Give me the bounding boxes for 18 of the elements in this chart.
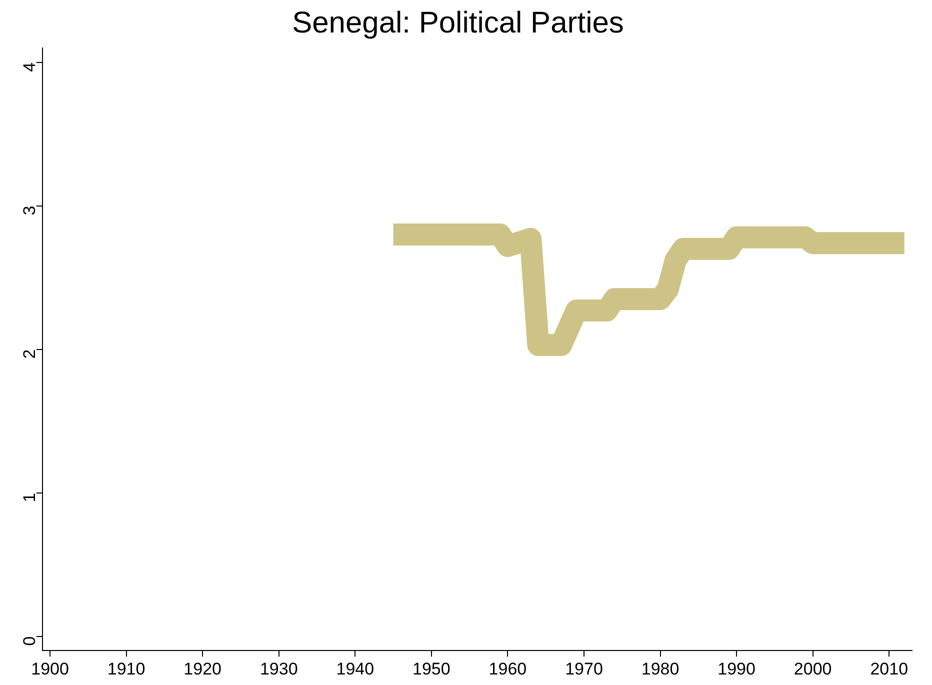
y-tick-label: 3 [20, 206, 40, 216]
x-tick-label: 1960 [488, 659, 527, 678]
x-tick-label: 1920 [184, 659, 222, 678]
x-tick-label: 1930 [260, 659, 298, 678]
y-tick-label: 4 [20, 62, 40, 72]
y-tick-label: 2 [20, 349, 40, 359]
x-tick-label: 2000 [794, 659, 832, 678]
x-tick-label: 1950 [412, 659, 450, 678]
x-tick-label: 1970 [565, 659, 603, 678]
x-tick-label: 1910 [107, 659, 146, 678]
x-tick-label: 2010 [870, 659, 908, 678]
chart-title: Senegal: Political Parties [292, 6, 624, 40]
x-tick-label: 1940 [336, 659, 374, 678]
x-tick-label: 1990 [718, 659, 756, 678]
y-tick-label: 0 [20, 636, 40, 646]
x-tick-label: 1980 [641, 659, 680, 678]
y-tick-label: 1 [20, 492, 40, 502]
x-tick-label: 1900 [31, 659, 69, 678]
